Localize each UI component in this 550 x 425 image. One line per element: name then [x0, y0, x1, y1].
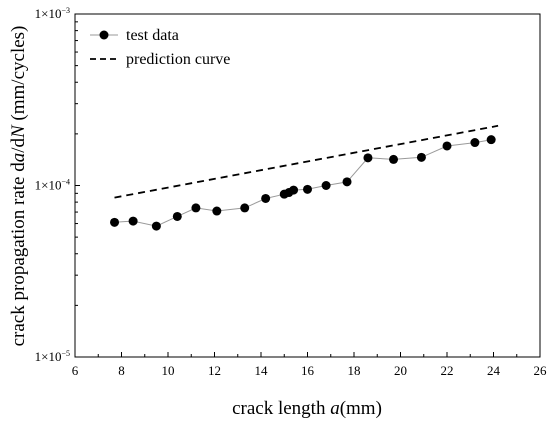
x-tick-labels: 6 8 10 12 14 16 18 20 22 24 26: [72, 363, 547, 378]
x-tick-label: 16: [301, 363, 315, 378]
x-tick-label: 18: [348, 363, 361, 378]
test-data-point: [151, 221, 161, 231]
test-data-point: [110, 217, 120, 227]
test-data-point: [342, 177, 352, 187]
test-data-point: [191, 203, 201, 213]
test-data-point: [321, 181, 331, 190]
x-tick-label: 14: [255, 363, 269, 378]
test-data-point: [389, 154, 399, 164]
legend-test-data-marker: [99, 30, 109, 40]
test-data-point: [240, 203, 250, 213]
test-data-point: [212, 206, 222, 216]
x-tick-label: 6: [72, 363, 79, 378]
test-data-point: [486, 135, 496, 145]
test-data-point: [172, 211, 182, 221]
x-tick-label: 20: [394, 363, 407, 378]
y-tick-label: 1×10−5: [35, 349, 70, 364]
test-data-point: [303, 184, 312, 194]
test-data-point: [442, 141, 452, 151]
x-axis-title: crack length a(mm): [232, 398, 382, 419]
test-data-point: [470, 138, 480, 148]
prediction-curve: [114, 124, 499, 199]
test-data-point: [416, 152, 426, 162]
x-tick-label: 8: [118, 363, 125, 378]
legend: test data prediction curve: [90, 27, 230, 68]
test-data-line: [114, 139, 492, 227]
x-tick-label: 10: [162, 363, 175, 378]
y-tick-label: 1×10−4: [35, 178, 70, 193]
axis-ticks: [74, 21, 541, 358]
legend-prediction-label: prediction curve: [126, 51, 230, 68]
test-data-point: [363, 153, 373, 163]
test-data-point: [261, 193, 271, 203]
y-axis-title: crack propagation rate da/dN (mm/cycles): [8, 26, 29, 347]
x-tick-label: 26: [534, 363, 548, 378]
test-data-point: [289, 185, 299, 195]
test-data-point: [128, 216, 138, 226]
y-tick-label: 1×10−3: [35, 6, 70, 21]
x-tick-label: 24: [487, 363, 501, 378]
series-layer: [110, 124, 499, 231]
x-tick-label: 12: [208, 363, 221, 378]
legend-test-data-label: test data: [126, 27, 179, 44]
x-tick-label: 22: [441, 363, 454, 378]
y-tick-labels: 1×10−5 1×10−4 1×10−3: [35, 6, 70, 364]
